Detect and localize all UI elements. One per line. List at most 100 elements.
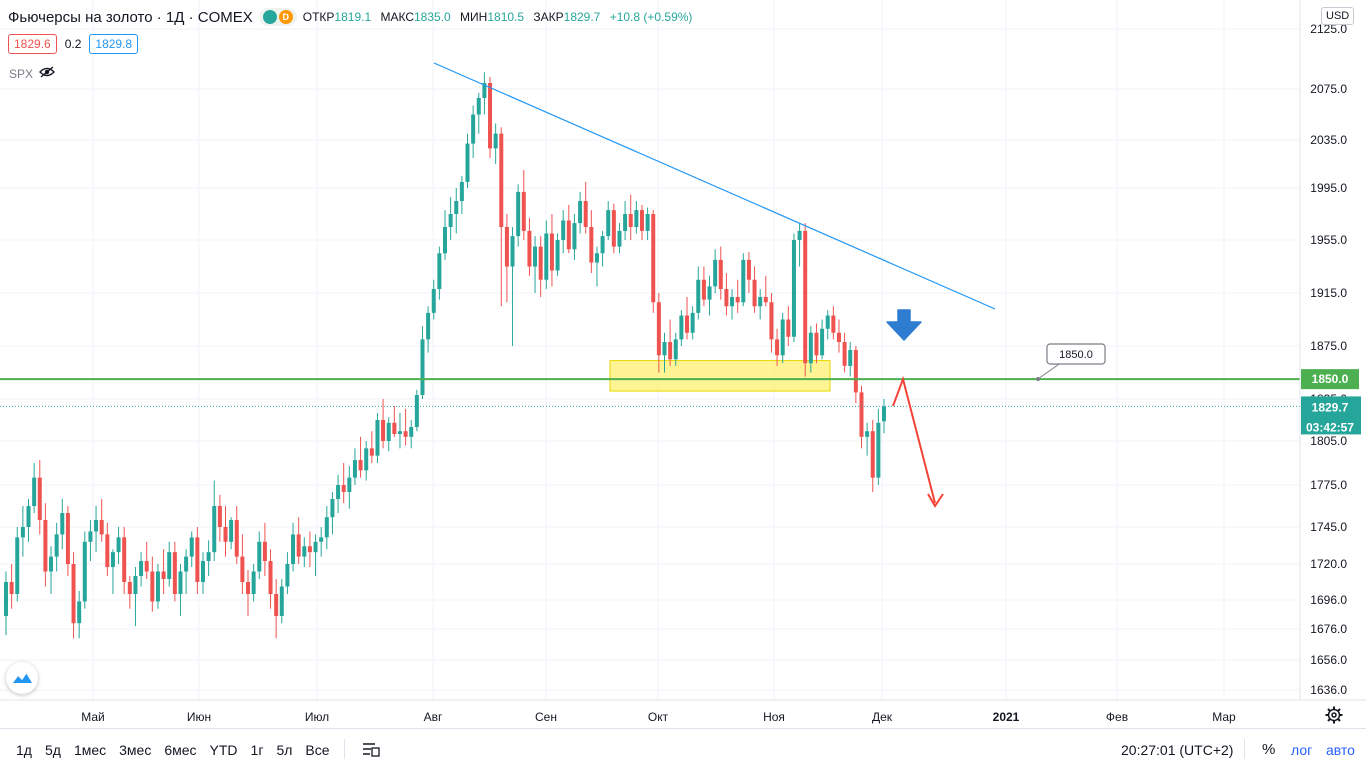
candle-body: [155, 571, 160, 602]
timezone-clock[interactable]: 20:27:01 (UTC+2): [1121, 742, 1234, 758]
support-zone: [609, 360, 831, 392]
candle-body: [471, 114, 476, 144]
candle-28: [161, 549, 166, 594]
candle-body: [364, 448, 369, 471]
candle-2: [15, 527, 20, 602]
range-1y[interactable]: 1г: [250, 742, 264, 758]
candle-106: [600, 230, 605, 267]
candle-body: [589, 227, 594, 263]
range-all[interactable]: Все: [305, 742, 330, 758]
candle-body: [504, 227, 509, 267]
time-tick-label: Июн: [187, 710, 211, 724]
price-chart[interactable]: 1850.0 2125.0 2075.0 2035.0 1995.0 1955.0 1915…: [0, 0, 1366, 728]
callout-anchor: [1036, 377, 1040, 381]
candle-body: [414, 395, 419, 427]
candle-body: [600, 236, 605, 254]
delayed-data-badge[interactable]: D: [278, 10, 293, 24]
candle-103: [583, 182, 588, 234]
symbol-title[interactable]: Фьючерсы на золото · 1Д · COMEX: [8, 8, 253, 26]
auto-scale-toggle[interactable]: авто: [1326, 742, 1355, 758]
candle-body: [859, 392, 864, 437]
candle-135: [763, 275, 768, 307]
candle-39: [223, 506, 228, 557]
candle-body: [217, 506, 222, 527]
candle-body: [105, 534, 110, 567]
chart-settings-gear-icon[interactable]: [1325, 706, 1343, 729]
percent-scale-toggle[interactable]: %: [1262, 741, 1276, 758]
candle-152: [859, 385, 864, 449]
candle-105: [594, 246, 599, 287]
candle-body: [313, 541, 318, 553]
candle-body: [544, 233, 549, 280]
candle-body: [876, 422, 881, 478]
candle-body: [82, 541, 87, 602]
candle-body: [555, 240, 560, 271]
tradingview-logo-icon[interactable]: [6, 662, 38, 694]
candle-body: [195, 537, 200, 582]
candle-body: [853, 349, 858, 393]
candle-82: [465, 133, 470, 188]
candle-146: [825, 310, 830, 340]
price-tick-label: 1656.0: [1310, 653, 1347, 667]
compare-symbol[interactable]: SPX: [9, 66, 34, 81]
candle-body: [144, 561, 149, 572]
candle-body: [696, 279, 701, 313]
range-5y[interactable]: 5л: [276, 742, 293, 758]
log-scale-toggle[interactable]: лог: [1291, 742, 1313, 758]
candle-151: [853, 346, 858, 404]
buy-price-button[interactable]: 1829.8: [89, 34, 139, 54]
candle-23: [133, 567, 138, 627]
candle-body: [617, 230, 622, 247]
candle-body: [397, 431, 402, 434]
ohlc-close-value: 1829.7: [563, 10, 601, 24]
candle-14: [82, 531, 87, 609]
candle-body: [741, 259, 746, 303]
ohlc-open-value: 1819.1: [334, 10, 372, 24]
price-tick-label: 2125.0: [1310, 22, 1347, 36]
time-tick-label: Май: [81, 710, 105, 724]
ohlc-values: ОТКР1819.1 МАКС1835.0 МИН1810.5 ЗАКР1829…: [303, 10, 699, 24]
sell-price-button[interactable]: 1829.6: [8, 34, 57, 54]
candle-147: [831, 306, 836, 340]
range-6m[interactable]: 6мес: [164, 742, 197, 758]
candle-113: [639, 204, 644, 240]
candle-60: [341, 463, 346, 504]
time-tick-label: 2021: [993, 710, 1020, 724]
candle-body: [330, 499, 335, 518]
candle-140: [791, 233, 796, 343]
time-tick-label: Июл: [305, 710, 329, 724]
hidden-eye-icon[interactable]: [39, 66, 55, 81]
currency-button[interactable]: USD: [1321, 7, 1355, 25]
toolbar-divider: [344, 739, 345, 759]
go-to-date-icon[interactable]: [361, 740, 381, 763]
candle-8: [49, 546, 54, 594]
candle-11: [65, 506, 70, 576]
candle-body: [831, 315, 836, 333]
candle-body: [43, 520, 48, 572]
candle-75: [426, 306, 431, 353]
candle-95: [538, 236, 543, 297]
candle-81: [459, 176, 464, 214]
blue-down-arrow-icon: [886, 309, 922, 341]
candle-body: [566, 220, 571, 250]
candle-68: [386, 417, 391, 452]
candle-body: [409, 427, 414, 437]
candle-body: [257, 541, 262, 572]
price-tick-label: 1915.0: [1310, 286, 1347, 300]
candle-46: [262, 522, 267, 576]
range-1d[interactable]: 1д: [16, 742, 32, 758]
range-1m[interactable]: 1мес: [73, 742, 107, 758]
candle-153: [865, 422, 870, 456]
candle-73: [414, 389, 419, 432]
candle-98: [555, 233, 560, 276]
candle-body: [437, 253, 442, 290]
candle-76: [431, 279, 436, 320]
candle-57: [324, 506, 329, 550]
candle-body: [420, 339, 425, 396]
range-ytd[interactable]: YTD: [209, 742, 238, 758]
market-status-badges[interactable]: D: [258, 8, 297, 26]
market-open-badge[interactable]: [262, 10, 277, 24]
candle-body: [786, 319, 791, 337]
range-3m[interactable]: 3мес: [119, 742, 152, 758]
range-5d[interactable]: 5д: [44, 742, 61, 758]
